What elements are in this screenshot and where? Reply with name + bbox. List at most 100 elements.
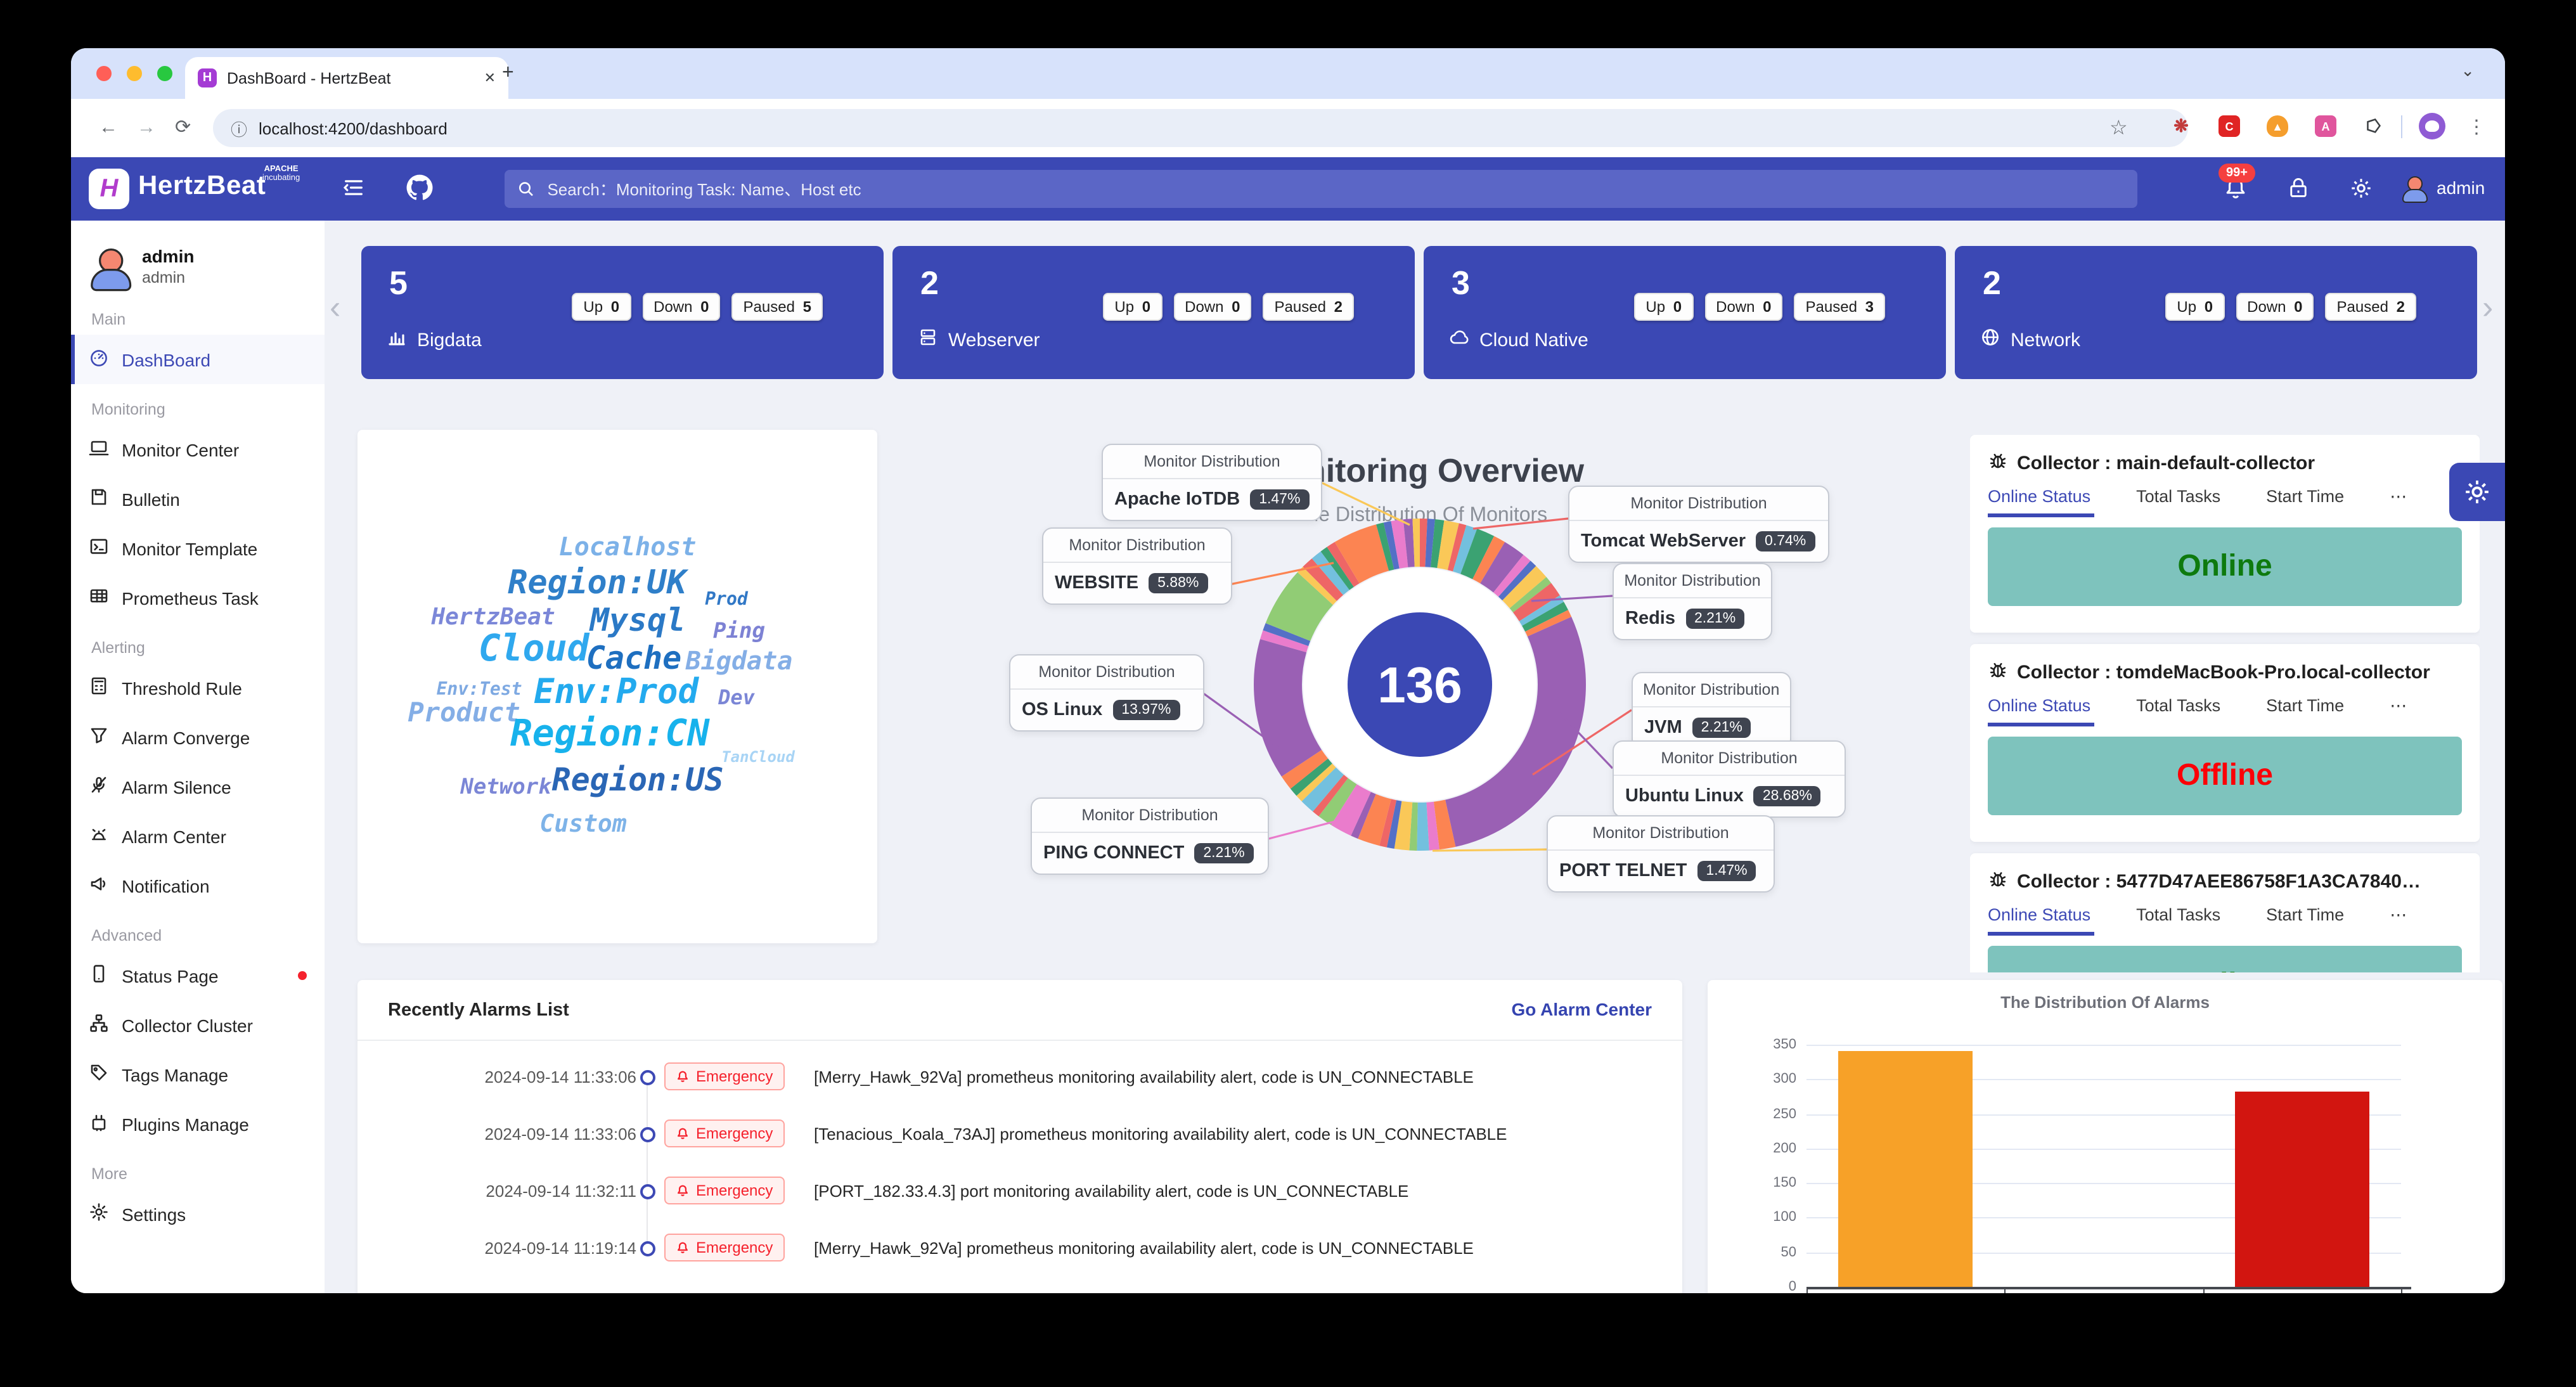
- wordcloud-word[interactable]: Region:US: [551, 761, 724, 798]
- collector-tab-online-status[interactable]: Online Status: [1988, 696, 2091, 715]
- reload-button[interactable]: ⟳: [175, 117, 191, 138]
- timeline-dot: [640, 1070, 655, 1085]
- forward-button[interactable]: →: [137, 117, 156, 138]
- collector-tab-start-time[interactable]: Start Time: [2266, 696, 2345, 715]
- stat-card-cloud-native[interactable]: 3 Up 0 Down 0 Paused 3 Cloud Native: [1424, 246, 1946, 379]
- settings-gear-icon[interactable]: [2349, 176, 2373, 207]
- wordcloud-word[interactable]: Bigdata: [685, 645, 793, 676]
- code-icon: [89, 536, 109, 560]
- sidebar-item-label: Threshold Rule: [122, 678, 242, 698]
- sidebar-item-monitor-center[interactable]: Monitor Center: [71, 425, 325, 474]
- extension-wreath-icon[interactable]: ❋: [2174, 115, 2189, 136]
- wordcloud-word[interactable]: TanCloud: [721, 748, 795, 766]
- theme-settings-button[interactable]: [2449, 463, 2505, 521]
- sidebar-user-block[interactable]: admin admin: [71, 221, 325, 294]
- collector-tab-more-icon[interactable]: ⋯: [2390, 905, 2407, 924]
- tab-list-chevron-icon[interactable]: ⌄: [2461, 61, 2475, 80]
- sidebar-item-status-page[interactable]: Status Page: [71, 951, 325, 1000]
- extension-translate-icon[interactable]: A: [2315, 115, 2336, 137]
- sidebar-item-prometheus-task[interactable]: Prometheus Task: [71, 573, 325, 623]
- carousel-next-icon[interactable]: ›: [2482, 288, 2494, 326]
- sidebar-item-alarm-converge[interactable]: Alarm Converge: [71, 713, 325, 762]
- browser-profile-avatar[interactable]: [2419, 113, 2445, 139]
- calculator-icon: [89, 676, 109, 700]
- extension-helmet-icon[interactable]: ▲: [2267, 115, 2288, 137]
- wordcloud-word[interactable]: Region:CN: [510, 711, 710, 754]
- stat-card-bigdata[interactable]: 5 Up 0 Down 0 Paused 5 Bigdata: [361, 246, 884, 379]
- wordcloud-word[interactable]: Cloud: [478, 626, 589, 669]
- wordcloud-word[interactable]: Localhost: [558, 531, 697, 562]
- back-button[interactable]: ←: [99, 117, 118, 138]
- browser-menu-kebab-icon[interactable]: ⋮: [2467, 117, 2486, 138]
- browser-tab[interactable]: H DashBoard - HertzBeat ✕: [185, 57, 508, 99]
- carousel-prev-icon[interactable]: ‹: [330, 288, 341, 326]
- wordcloud-word[interactable]: Env:Prod: [533, 673, 699, 712]
- menu-fold-icon[interactable]: [342, 176, 365, 205]
- sidebar-item-alarm-center[interactable]: Alarm Center: [71, 811, 325, 861]
- collector-tab-online-status[interactable]: Online Status: [1988, 905, 2091, 924]
- wordcloud-word[interactable]: Dev: [718, 685, 755, 709]
- sidebar-item-bulletin[interactable]: Bulletin: [71, 474, 325, 524]
- lock-icon[interactable]: [2287, 176, 2310, 205]
- wordcloud-word[interactable]: Cache: [586, 640, 682, 676]
- stat-badge-paused: Paused 5: [731, 293, 823, 321]
- global-search[interactable]: [505, 170, 2137, 208]
- wordcloud-word[interactable]: Prod: [705, 590, 748, 610]
- sidebar-item-alarm-silence[interactable]: Alarm Silence: [71, 762, 325, 811]
- tab-close-icon[interactable]: ✕: [484, 71, 496, 86]
- collector-tab-total-tasks[interactable]: Total Tasks: [2136, 696, 2221, 715]
- wordcloud-word[interactable]: HertzBeat: [431, 604, 555, 631]
- wordcloud-word[interactable]: Region:UK: [508, 564, 686, 602]
- collector-tab-start-time[interactable]: Start Time: [2266, 487, 2345, 506]
- wordcloud-word[interactable]: Product: [408, 697, 520, 728]
- sidebar-item-label: Monitor Template: [122, 538, 258, 558]
- chart-gridline: [1806, 1217, 2401, 1219]
- extension-c-icon[interactable]: C: [2219, 115, 2240, 137]
- site-info-icon[interactable]: ⓘ: [231, 120, 248, 139]
- wordcloud-word[interactable]: Mysql: [589, 602, 686, 638]
- collector-tab-more-icon[interactable]: ⋯: [2390, 696, 2407, 715]
- collector-tab-online-status[interactable]: Online Status: [1988, 487, 2091, 506]
- stat-card-network[interactable]: 2 Up 0 Down 0 Paused 2 Network: [1955, 246, 2477, 379]
- extensions-puzzle-icon[interactable]: ⭔: [2366, 116, 2381, 135]
- collector-card-0: Collector : main-default-collector Online…: [1970, 435, 2480, 633]
- address-bar[interactable]: ⓘ localhost:4200/dashboard: [213, 109, 2188, 147]
- maximize-window-button[interactable]: [157, 66, 172, 81]
- close-window-button[interactable]: [96, 66, 112, 81]
- collector-tab-total-tasks[interactable]: Total Tasks: [2136, 905, 2221, 924]
- mute-icon: [89, 775, 109, 799]
- monitor-type-name: Apache IoTDB: [1114, 489, 1240, 510]
- hertzbeat-logo[interactable]: H: [89, 169, 129, 209]
- wordcloud-word[interactable]: Env:Test: [436, 680, 522, 700]
- browser-toolbar: ← → ⟳ ⓘ localhost:4200/dashboard ☆ ❋ C ▲…: [71, 99, 2505, 157]
- sidebar-item-threshold-rule[interactable]: Threshold Rule: [71, 663, 325, 713]
- sidebar-avatar: [89, 248, 132, 292]
- donut-label-tomcat-webserver: Monitor Distribution Tomcat WebServer 0.74…: [1568, 486, 1829, 563]
- search-input[interactable]: [544, 178, 2125, 200]
- collector-tab-more-icon[interactable]: ⋯: [2390, 487, 2407, 506]
- sidebar-item-plugins-manage[interactable]: Plugins Manage: [71, 1099, 325, 1149]
- collector-status-online: Online: [1988, 946, 2462, 972]
- sidebar-item-collector-cluster[interactable]: Collector Cluster: [71, 1000, 325, 1050]
- collector-tab-total-tasks[interactable]: Total Tasks: [2136, 487, 2221, 506]
- wordcloud-word[interactable]: Ping: [713, 619, 765, 644]
- sidebar-item-notification[interactable]: Notification: [71, 861, 325, 910]
- collector-tab-start-time[interactable]: Start Time: [2266, 905, 2345, 924]
- minimize-window-button[interactable]: [127, 66, 142, 81]
- bookmark-star-icon[interactable]: ☆: [2109, 118, 2128, 139]
- stat-card-webserver[interactable]: 2 Up 0 Down 0 Paused 2 Webserver: [892, 246, 1415, 379]
- new-tab-button[interactable]: +: [502, 62, 514, 84]
- github-icon[interactable]: [406, 174, 434, 208]
- header-username[interactable]: admin: [2437, 177, 2485, 198]
- sidebar-item-settings[interactable]: Settings: [71, 1189, 325, 1239]
- sidebar-item-dashboard[interactable]: DashBoard: [71, 335, 325, 384]
- wordcloud-word[interactable]: Custom: [539, 810, 627, 838]
- tooltip-body: Redis 2.21%: [1614, 598, 1771, 639]
- stat-badge-up: Up 0: [1634, 293, 1694, 321]
- brand-name[interactable]: HertzBeat: [138, 171, 266, 200]
- user-avatar[interactable]: [2401, 176, 2428, 203]
- go-alarm-center-link[interactable]: Go Alarm Center: [1511, 999, 1652, 1019]
- wordcloud-word[interactable]: Network: [460, 775, 551, 800]
- sidebar-item-monitor-template[interactable]: Monitor Template: [71, 524, 325, 573]
- sidebar-item-tags-manage[interactable]: Tags Manage: [71, 1050, 325, 1099]
